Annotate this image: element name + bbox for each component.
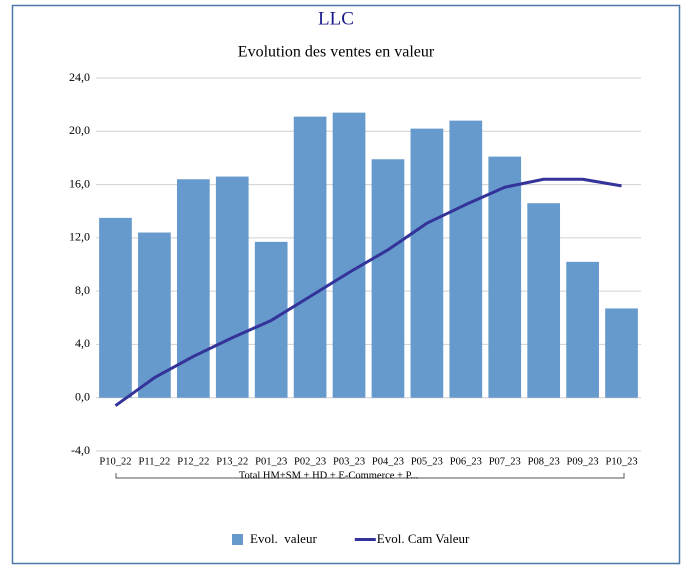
x-tick-label: P08_23 [528,456,560,467]
y-tick-label: 4,0 [75,336,90,350]
bar [293,116,327,398]
y-tick-label: -4,0 [71,443,90,457]
x-tick-label: P04_23 [372,456,404,467]
x-tick-label: P06_23 [450,456,482,467]
x-tick-label: P07_23 [489,456,521,467]
legend-swatch [232,534,243,545]
bar [527,203,561,398]
y-tick-label: 8,0 [75,283,90,297]
x-tick-label: P02_23 [294,456,326,467]
chart-subtitle: Evolution des ventes en valeur [238,44,435,61]
x-tick-label: P01_23 [255,456,287,467]
bar [410,128,444,398]
bar [215,176,249,398]
chart-title: LLC [318,8,354,29]
line [114,177,622,407]
x-tick-label: P12_22 [177,456,209,467]
bar [176,179,210,398]
x-tick-label: P05_23 [411,456,443,467]
bar [99,217,132,398]
x-tick-label: P13_22 [216,456,248,467]
bar [605,308,638,398]
legend-label: Evol. Cam Valeur [377,531,470,546]
bar [488,156,522,398]
y-tick-label: 24,0 [69,70,90,84]
bar [371,159,405,398]
bar [566,261,599,398]
legend-label: Evol. valeur [250,531,317,546]
y-tick-label: 0,0 [75,389,90,403]
x-tick-label: P11_22 [139,456,171,467]
group-label: Total HM+SM + HD + E-Commerce + P... [239,470,418,481]
y-tick-label: 12,0 [69,230,90,244]
bar [332,112,366,398]
x-tick-label: P10_22 [99,456,131,467]
bar [449,120,483,398]
x-tick-label: P03_23 [333,456,365,467]
y-tick-label: 16,0 [69,176,90,190]
x-tick-label: P09_23 [567,456,599,467]
group-bracket [115,473,625,479]
y-tick-label: 20,0 [69,123,90,137]
x-tick-label: P10_23 [605,456,637,467]
